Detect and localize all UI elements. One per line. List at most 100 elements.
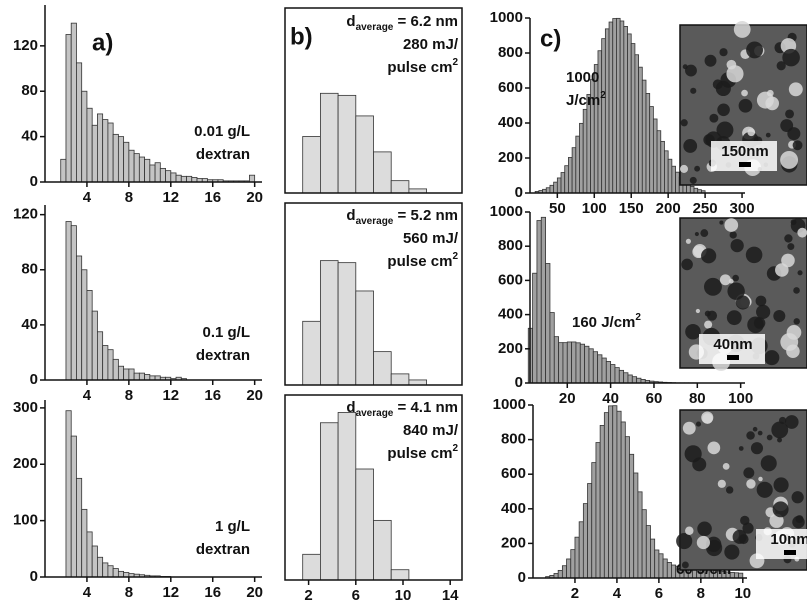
bar: [540, 216, 547, 384]
x-tick-label: 8: [125, 189, 133, 206]
x-tick-label: 300: [730, 200, 755, 217]
bar: [579, 122, 584, 194]
bar: [612, 405, 618, 579]
bar: [620, 421, 626, 579]
particle: [785, 109, 795, 119]
y-tick-label: 400: [501, 500, 526, 517]
particle: [685, 64, 697, 77]
y-tick-label: 800: [498, 44, 523, 61]
annotation-part: pulse cm: [387, 59, 452, 76]
bar: [557, 569, 563, 579]
x-tick-label: 16: [204, 387, 221, 404]
particle: [697, 521, 712, 537]
bar: [575, 135, 580, 194]
annotation-part: d: [346, 207, 355, 224]
bar: [138, 372, 145, 381]
annotation-part: dextran: [196, 541, 250, 558]
bar: [566, 558, 572, 579]
particle: [722, 462, 730, 470]
x-tick-label: 2: [571, 585, 579, 602]
particle: [780, 119, 794, 132]
bar: [117, 136, 125, 183]
particle: [676, 532, 693, 550]
y-tick-label: 300: [13, 399, 38, 416]
x-tick-label: 4: [613, 585, 622, 602]
frame: [284, 394, 463, 581]
bar: [112, 568, 119, 578]
scale-bar: [739, 162, 751, 167]
annotation: pulse cm2: [387, 251, 458, 270]
particle: [701, 248, 717, 264]
x-tick-label: 4: [83, 387, 92, 404]
bar: [549, 312, 555, 384]
particle: [773, 477, 789, 493]
y-tick-label: 80: [21, 261, 38, 278]
x-tick-label: 8: [125, 584, 133, 601]
y-tick-label: 1000: [493, 396, 526, 413]
bar: [608, 405, 614, 579]
annotation-part: average: [356, 216, 394, 227]
bar: [641, 509, 647, 579]
particle: [726, 310, 742, 326]
particle: [732, 274, 739, 282]
bar: [568, 157, 573, 194]
bar: [117, 365, 125, 381]
annotation-part: pulse cm: [387, 445, 452, 462]
bar: [624, 436, 630, 579]
bar: [578, 521, 584, 579]
y-tick-label: 0: [30, 568, 38, 585]
particle: [776, 61, 786, 71]
bar: [249, 174, 256, 183]
x-tick-label: 250: [693, 200, 718, 217]
bar: [652, 118, 658, 194]
bar: [159, 167, 166, 183]
particle: [792, 140, 803, 151]
annotation-part: pulse cm: [387, 253, 452, 270]
annotation-part: 0.1 g/L: [202, 324, 250, 341]
bar: [641, 79, 647, 194]
panel-label: a): [92, 29, 113, 56]
annotation: dextran: [196, 146, 250, 163]
y-tick-label: 200: [501, 534, 526, 551]
bar: [302, 320, 321, 386]
particle: [797, 270, 803, 276]
bar: [97, 556, 104, 578]
particle: [784, 415, 799, 429]
particle: [766, 89, 774, 97]
annotation: daverage = 5.2 nm: [346, 207, 458, 227]
x-tick-label: 40: [602, 390, 619, 407]
particle: [775, 263, 789, 277]
bar: [664, 150, 669, 194]
annotation-part: 160 J/cm: [572, 314, 635, 331]
x-tick-label: 2: [304, 587, 312, 602]
particle: [746, 41, 764, 59]
particle: [719, 274, 731, 286]
y-tick-label: 1000: [490, 203, 523, 220]
bar: [662, 558, 668, 579]
particle: [683, 139, 698, 153]
particle: [755, 295, 767, 307]
annotation-part: 1 g/L: [215, 518, 250, 535]
bar: [123, 141, 130, 183]
annotation-part: 0.01 g/L: [194, 123, 250, 140]
bar: [654, 549, 660, 579]
particle: [709, 113, 719, 123]
y-tick-label: 200: [498, 149, 523, 166]
bar: [586, 94, 591, 194]
particle: [729, 231, 737, 239]
bar: [592, 351, 599, 384]
bar: [76, 255, 83, 381]
scale-bar: [784, 550, 796, 555]
annotation: 280 mJ/: [403, 36, 459, 53]
annotation: pulse cm2: [387, 443, 458, 462]
x-tick-label: 8: [697, 585, 705, 602]
bar: [645, 93, 651, 194]
particle: [717, 103, 730, 117]
annotation-part: 2: [452, 251, 458, 262]
bar: [170, 172, 177, 183]
particle: [743, 467, 755, 479]
bar: [649, 106, 654, 194]
bar: [149, 164, 156, 183]
particle: [726, 65, 744, 83]
bar: [154, 162, 161, 183]
